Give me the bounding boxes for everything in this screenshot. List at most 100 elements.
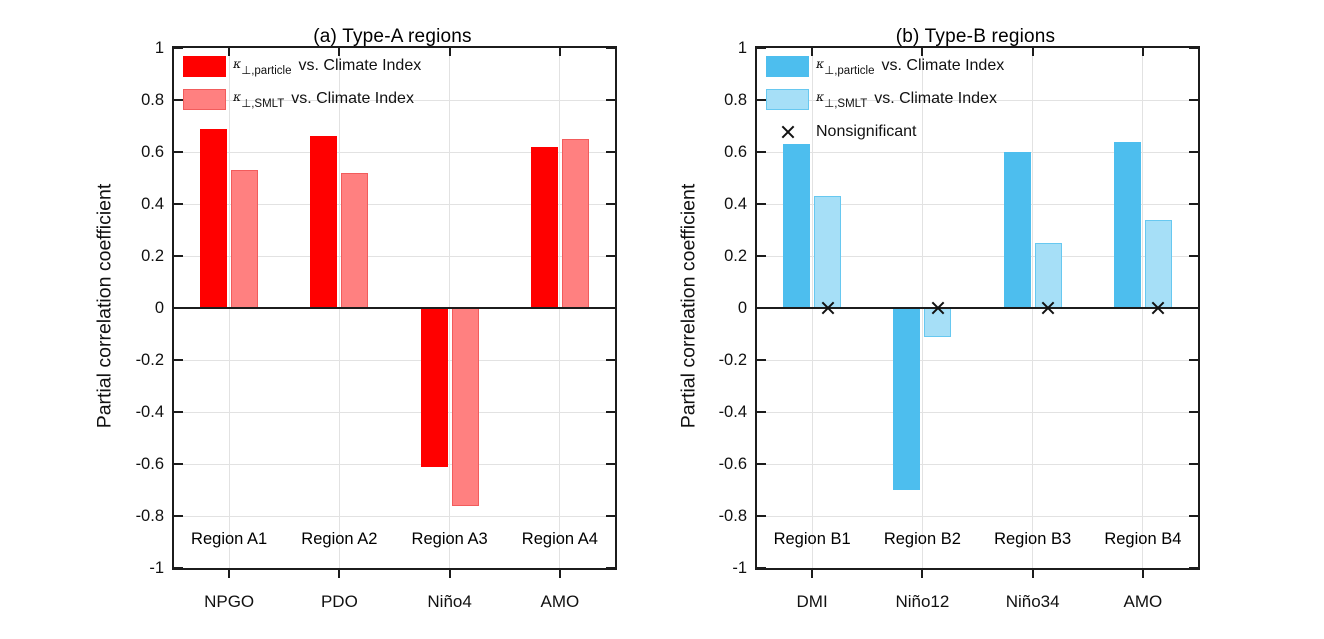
x-tick-bottom-Niño12 bbox=[921, 570, 924, 578]
y-tick-label-0.6: 0.6 bbox=[724, 143, 747, 161]
legend-kappa-symbol: κ⊥,particle bbox=[816, 55, 875, 77]
kappa-symbol: κ bbox=[233, 56, 242, 71]
y-tick-right--0.6 bbox=[606, 463, 615, 465]
y-tick-right-0.2 bbox=[606, 255, 615, 257]
kappa-symbol: κ bbox=[233, 89, 242, 104]
kappa-subscript: ⊥,particle bbox=[241, 65, 292, 77]
y-tick-label--1: -1 bbox=[149, 559, 164, 577]
y-tick-right-0.6 bbox=[1189, 151, 1198, 153]
kappa-subscript: ⊥,particle bbox=[824, 65, 875, 77]
bar-particle-PDO bbox=[310, 136, 338, 308]
y-tick-left-0.8 bbox=[174, 99, 183, 101]
y-tick-right--0.8 bbox=[606, 515, 615, 517]
y-tick-left-0.2 bbox=[757, 255, 766, 257]
nonsignificant-marker-Niño34 bbox=[1041, 301, 1055, 315]
legend-marker-slot bbox=[766, 125, 809, 139]
y-tick-left--1 bbox=[174, 567, 183, 569]
zero-line bbox=[757, 307, 1198, 309]
y-tick-left-0.4 bbox=[174, 203, 183, 205]
bar-smlt-Niño4 bbox=[451, 308, 479, 506]
y-tick-left--0.6 bbox=[757, 463, 766, 465]
legend-entry-smlt: κ⊥,SMLT vs. Climate Index bbox=[183, 88, 421, 110]
gridline-h-0.8 bbox=[174, 99, 615, 101]
y-tick-label--0.6: -0.6 bbox=[718, 455, 747, 473]
x-tick-label-PDO: PDO bbox=[320, 592, 358, 611]
y-tick-label--0.8: -0.8 bbox=[135, 507, 164, 525]
y-tick-left-1 bbox=[757, 47, 766, 49]
bar-particle-NPGO bbox=[200, 128, 228, 308]
y-tick-label--0.2: -0.2 bbox=[135, 351, 164, 369]
x-tick-bottom-Niño34 bbox=[1031, 570, 1034, 578]
y-tick-left-1 bbox=[174, 47, 183, 49]
y-tick-right-0 bbox=[606, 307, 615, 309]
legend: κ⊥,particle vs. Climate Index κ⊥,SMLT vs. C… bbox=[183, 55, 421, 110]
y-tick-right-1 bbox=[606, 47, 615, 49]
x-tick-top-AMO bbox=[558, 48, 561, 56]
chart-b-title: (b) Type-B regions bbox=[895, 25, 1056, 47]
bar-particle-AMO bbox=[1113, 141, 1141, 308]
x-tick-top-NPGO bbox=[228, 48, 231, 56]
y-tick-right-0.8 bbox=[606, 99, 615, 101]
kappa-symbol: κ bbox=[816, 56, 825, 71]
x-marker-icon bbox=[781, 125, 795, 139]
y-tick-label--0.4: -0.4 bbox=[135, 403, 164, 421]
y-tick-left--1 bbox=[757, 567, 766, 569]
bar-smlt-DMI bbox=[814, 196, 842, 308]
bar-particle-Niño34 bbox=[1003, 152, 1031, 308]
x-tick-label-NPGO: NPGO bbox=[204, 592, 255, 611]
y-tick-left-0 bbox=[757, 307, 766, 309]
gridline-h-0.4 bbox=[174, 203, 615, 205]
y-tick-right--0.2 bbox=[1189, 359, 1198, 361]
group-label-Region-B4: Region B4 bbox=[1104, 530, 1182, 548]
group-label-Region-A4: Region A4 bbox=[521, 530, 598, 548]
gridline-h-0.6 bbox=[174, 151, 615, 153]
y-tick-label-0.8: 0.8 bbox=[141, 91, 164, 109]
chart-b-plot-area: 1 0.8 0.6 0.4 0.2 0 -0.2 -0.4 -0.6 -0.8 -1 DMI Regio… bbox=[719, 39, 1200, 611]
y-tick-label-0.2: 0.2 bbox=[141, 247, 164, 265]
y-tick-right-0.8 bbox=[1189, 99, 1198, 101]
y-tick-left-0.6 bbox=[757, 151, 766, 153]
bar-smlt-AMO bbox=[561, 139, 589, 308]
gridline-h--0.4 bbox=[174, 411, 615, 413]
nonsignificant-marker-Niño12 bbox=[931, 301, 945, 315]
y-tick-left--0.4 bbox=[174, 411, 183, 413]
y-tick-label-0.4: 0.4 bbox=[141, 195, 164, 213]
x-tick-bottom-DMI bbox=[811, 570, 814, 578]
legend-swatch-particle bbox=[766, 55, 809, 77]
y-tick-right--1 bbox=[1189, 567, 1198, 569]
chart-a-title: (a) Type-A regions bbox=[313, 25, 472, 47]
y-tick-left--0.6 bbox=[174, 463, 183, 465]
group-label-Region-A3: Region A3 bbox=[411, 530, 488, 548]
x-tick-label-AMO: AMO bbox=[540, 592, 580, 611]
x-tick-label-Niño12: Niño12 bbox=[895, 592, 950, 611]
y-tick-right-0 bbox=[1189, 307, 1198, 309]
legend-swatch-smlt bbox=[183, 88, 226, 110]
x-tick-label-DMI: DMI bbox=[796, 592, 828, 611]
zero-line bbox=[174, 307, 615, 309]
y-tick-left-0 bbox=[174, 307, 183, 309]
y-tick-right--0.2 bbox=[606, 359, 615, 361]
legend-kappa-symbol: κ⊥,SMLT bbox=[233, 88, 284, 110]
nonsignificant-marker-DMI bbox=[821, 301, 835, 315]
legend-nonsignificant-label: Nonsignificant bbox=[816, 123, 917, 140]
bar-smlt-AMO bbox=[1144, 219, 1172, 308]
y-tick-label-0: 0 bbox=[737, 299, 747, 317]
legend-entry-nonsignificant: Nonsignificant bbox=[766, 121, 1004, 143]
group-label-Region-A2: Region A2 bbox=[301, 530, 378, 548]
y-tick-left--0.8 bbox=[174, 515, 183, 517]
x-tick-top-DMI bbox=[811, 48, 814, 56]
kappa-subscript: ⊥,SMLT bbox=[824, 98, 868, 110]
x-tick-top-PDO bbox=[338, 48, 341, 56]
legend-kappa-symbol: κ⊥,SMLT bbox=[816, 88, 867, 110]
x-tick-top-Niño4 bbox=[448, 48, 451, 56]
y-tick-right-0.4 bbox=[606, 203, 615, 205]
gridline-h-0.4 bbox=[757, 203, 1198, 205]
y-tick-label-1: 1 bbox=[737, 39, 747, 57]
gridline-h-0.8 bbox=[757, 99, 1198, 101]
gridline-h--0.4 bbox=[757, 411, 1198, 413]
bar-particle-AMO bbox=[530, 146, 558, 308]
gridline-h-0.2 bbox=[757, 255, 1198, 257]
x-tick-bottom-Niño4 bbox=[448, 570, 451, 578]
legend-suffix-label: vs. Climate Index bbox=[291, 90, 414, 107]
x-tick-label-Niño4: Niño4 bbox=[427, 592, 472, 611]
